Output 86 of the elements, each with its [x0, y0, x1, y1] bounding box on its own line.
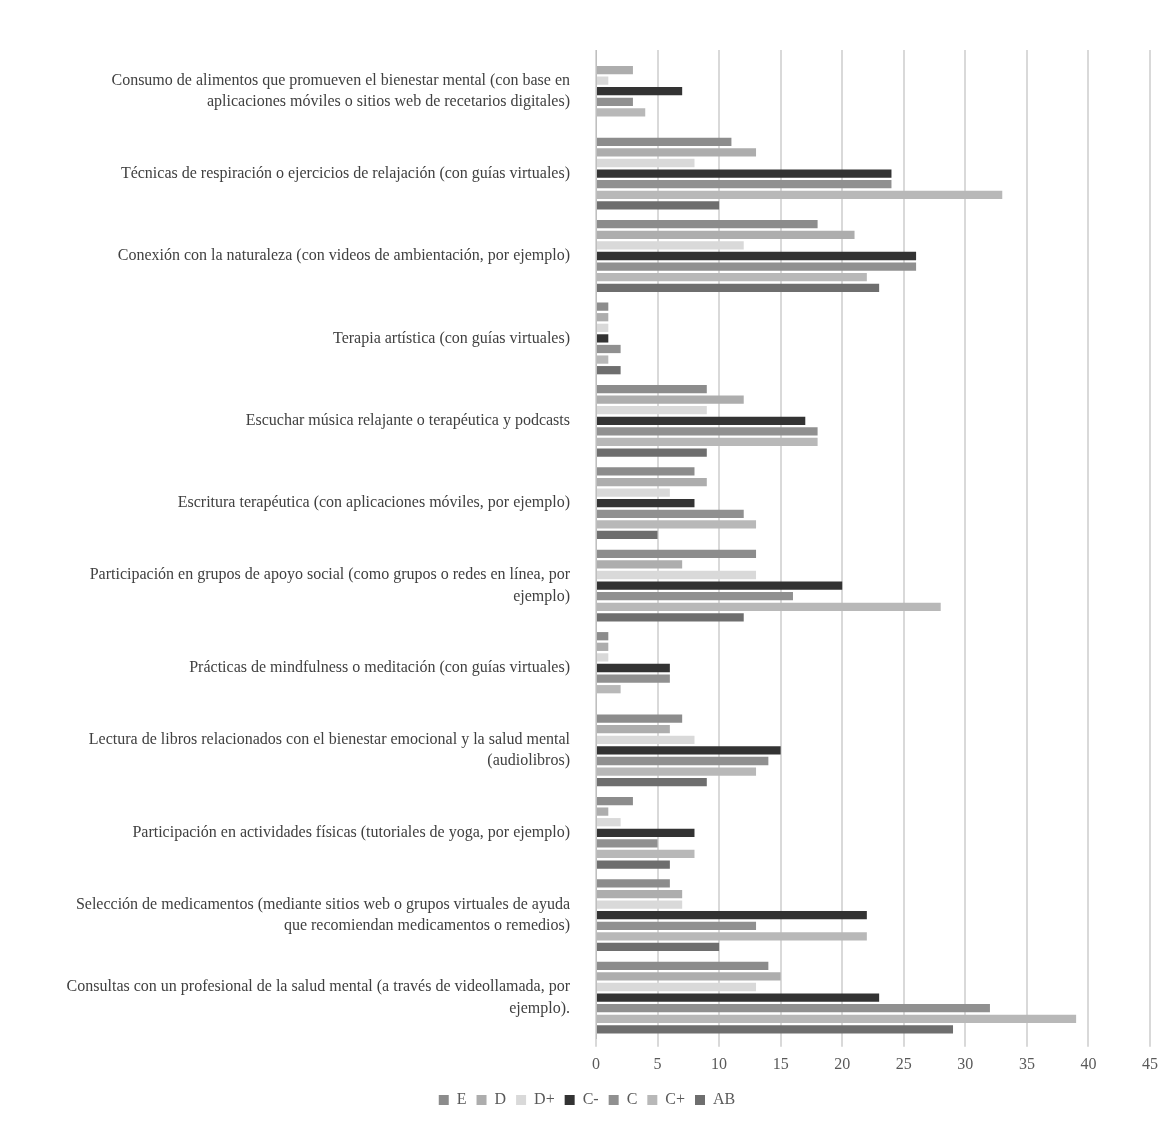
bar	[597, 663, 670, 673]
y-tick-label: Consultas con un profesional de la salud mental (a través de videollamada, por ejemplo).	[66, 977, 571, 1017]
bar	[597, 642, 609, 651]
bar	[597, 201, 720, 210]
bar	[597, 632, 609, 641]
bar	[597, 251, 917, 261]
bar	[597, 148, 757, 157]
bar	[597, 313, 609, 322]
bar	[597, 807, 609, 816]
y-tick-label: Conexión con la naturaleza (con videos de ambientación, por ejemplo)	[117, 246, 570, 265]
y-tick-label: Escuchar música relajante o terapéutica y podcasts	[245, 411, 570, 429]
bar	[597, 220, 818, 229]
bar	[597, 778, 707, 787]
bar	[597, 1004, 990, 1013]
bar	[597, 65, 633, 75]
legend-label: E	[456, 1090, 467, 1108]
bar	[597, 366, 621, 375]
x-tick-label: 25	[895, 1054, 912, 1072]
bar	[597, 560, 683, 569]
bar	[597, 302, 609, 311]
bar	[597, 549, 757, 558]
x-tick-label: 5	[653, 1054, 662, 1072]
y-tick-label: Terapia artística (con guías virtuales)	[333, 328, 570, 347]
legend-label: D	[494, 1090, 507, 1108]
legend-label: AB	[713, 1090, 736, 1108]
bar	[597, 714, 683, 723]
bar	[597, 972, 781, 981]
bar	[597, 860, 670, 869]
bar	[597, 416, 806, 425]
bar	[597, 746, 781, 755]
y-tick-label: Consumo de alimentos que promueven el bienestar mental (con base en aplicaciones móviles o sitios web de recetarios digitales)	[111, 70, 570, 111]
bar	[597, 395, 744, 404]
x-tick-label: 45	[1142, 1054, 1158, 1072]
x-tick-label: 30	[957, 1054, 974, 1072]
y-tick-label: Lectura de libros relacionados con el bienestar emocional y la salud mental (audiolibros)	[88, 729, 571, 770]
bar	[597, 230, 855, 239]
y-tick-label: Participación en grupos de apoyo social (como grupos o redes en línea, por ejemplo)	[89, 565, 571, 605]
y-tick-label: Escritura terapéutica (con aplicaciones móviles, por ejemplo)	[177, 493, 570, 512]
bar	[597, 674, 670, 683]
bar	[597, 613, 744, 622]
legend-label: D+	[534, 1090, 555, 1108]
bar	[597, 344, 621, 354]
bar	[597, 530, 658, 540]
bar	[597, 961, 769, 970]
x-tick-label: 20	[834, 1054, 851, 1072]
bar	[597, 427, 818, 436]
bar	[597, 87, 683, 96]
bar	[597, 879, 670, 888]
legend-label: C+	[665, 1090, 686, 1108]
bar	[597, 911, 867, 920]
bar	[597, 581, 843, 590]
bar	[597, 1025, 954, 1034]
bar	[597, 725, 670, 734]
y-tick-label: Selección de medicamentos (mediante sitios web o grupos virtuales de ayuda que recomiendan medicamentos o remedios)	[75, 894, 570, 935]
bar	[597, 889, 683, 899]
bar	[597, 467, 695, 476]
bar	[597, 796, 633, 806]
bar	[597, 509, 744, 518]
x-tick-label: 10	[711, 1054, 728, 1072]
bar	[597, 993, 880, 1002]
y-tick-label: Participación en actividades físicas (tutoriales de yoga, por ejemplo)	[132, 823, 570, 841]
bar	[597, 592, 793, 601]
legend-label: C-	[582, 1090, 599, 1108]
bar	[597, 499, 695, 508]
bar	[597, 839, 658, 848]
x-tick-label: 40	[1080, 1054, 1097, 1072]
bar	[597, 334, 609, 343]
x-tick-label: 15	[772, 1054, 789, 1072]
y-tick-label: Prácticas de mindfulness o meditación (con guías virtuales)	[189, 658, 570, 677]
bar	[597, 942, 720, 952]
bar	[597, 384, 707, 394]
bar	[597, 756, 769, 766]
x-tick-label: 35	[1018, 1054, 1035, 1072]
bar	[597, 828, 695, 837]
y-tick-label: Técnicas de respiración o ejercicios de relajación (con guías virtuales)	[120, 163, 570, 182]
bar	[597, 921, 757, 930]
bar	[597, 283, 880, 292]
bar	[597, 477, 707, 487]
bar	[597, 180, 892, 189]
x-tick-label: 0	[592, 1054, 600, 1072]
bar	[597, 97, 633, 106]
bar	[597, 169, 892, 178]
legend-label: C	[626, 1090, 638, 1108]
bar	[597, 448, 707, 457]
bar	[597, 262, 917, 271]
bar	[597, 137, 732, 146]
